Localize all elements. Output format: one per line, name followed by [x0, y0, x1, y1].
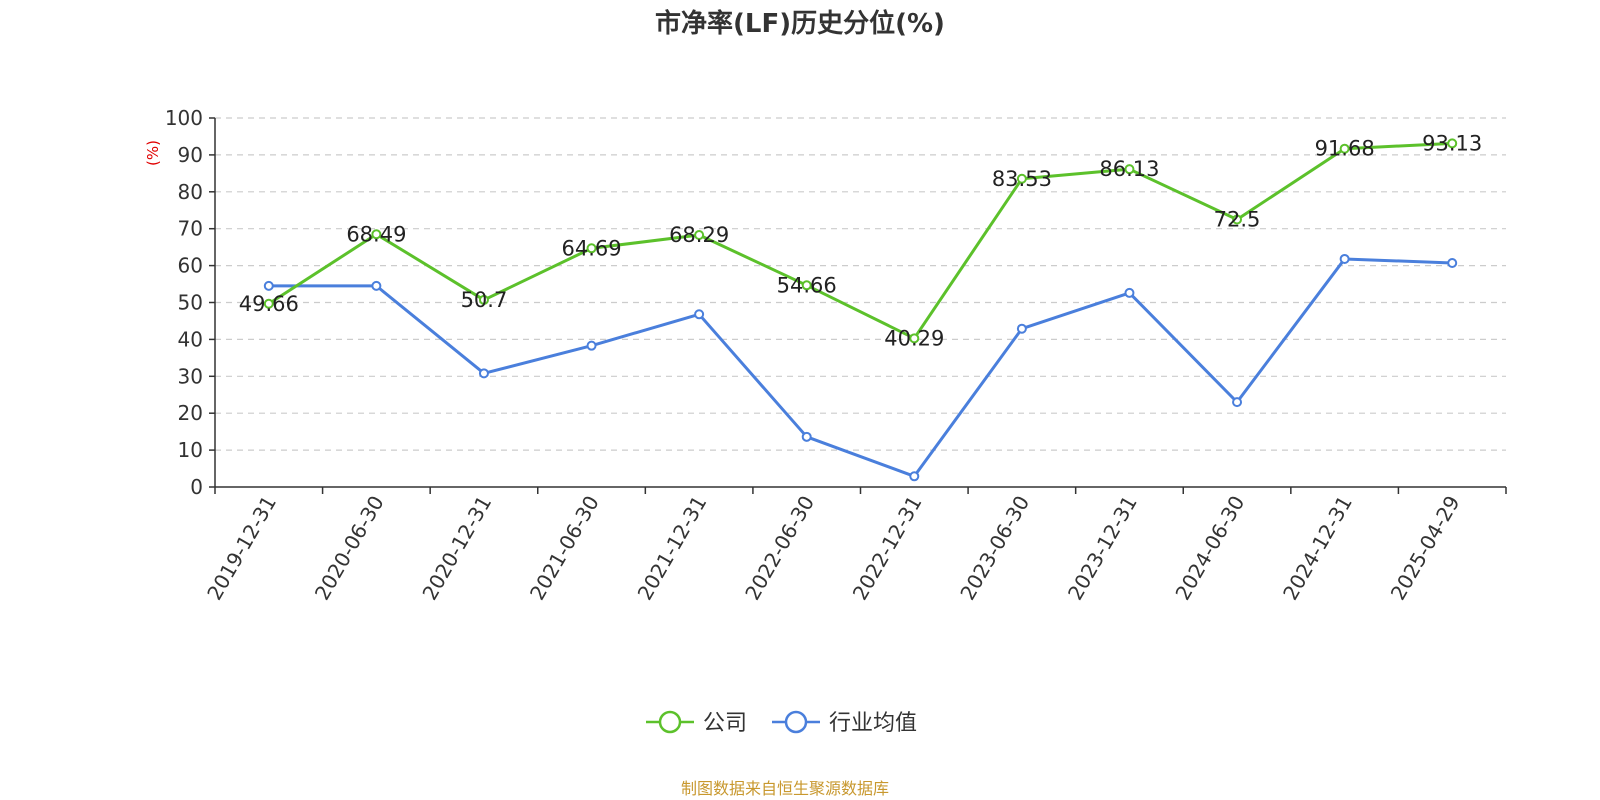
data-point[interactable]: [478, 294, 489, 305]
y-tick-label-10: 10: [178, 438, 203, 462]
data-point[interactable]: [371, 280, 382, 291]
data-point[interactable]: [909, 333, 920, 344]
legend-marker: [658, 710, 682, 734]
y-tick-label-80: 80: [178, 180, 203, 204]
data-point[interactable]: [694, 230, 705, 241]
series-lines: [263, 138, 1458, 482]
axes: 0 10 20 30 40 50 60 70 80 90 100 2019-12-31 2020-06-…: [165, 106, 1507, 605]
series-0: [263, 138, 1458, 344]
y-tick-label-40: 40: [178, 327, 203, 351]
data-label: 54.66: [777, 273, 837, 297]
y-tick-label-0: 0: [190, 475, 203, 499]
data-point[interactable]: [1339, 253, 1350, 264]
source-note: 制图数据来自恒生聚源数据库: [681, 779, 889, 798]
data-point[interactable]: [801, 280, 812, 291]
y-tick-label-70: 70: [178, 217, 203, 241]
legend[interactable]: 公司 行业均值: [646, 710, 917, 736]
data-label: 50.7: [461, 288, 508, 312]
data-point[interactable]: [694, 309, 705, 320]
data-point[interactable]: [1232, 397, 1243, 408]
legend-label: 行业均值: [829, 711, 917, 736]
x-tick-label-2020-06-30: 2020-06-30: [310, 492, 389, 605]
series-line-1: [268, 257, 1453, 478]
data-label: 86.13: [1099, 157, 1159, 181]
y-tick-label-30: 30: [178, 364, 203, 388]
data-point[interactable]: [586, 243, 597, 254]
data-point[interactable]: [1016, 173, 1027, 184]
data-point[interactable]: [1016, 323, 1027, 334]
data-label: 91.68: [1315, 137, 1375, 161]
data-point[interactable]: [263, 298, 274, 309]
data-point[interactable]: [478, 368, 489, 379]
data-label: 68.29: [669, 223, 729, 247]
data-point[interactable]: [371, 229, 382, 240]
data-labels: 49.66 68.49 50.7 64.69 68.29 54.66 40.29 83.53 8…: [239, 131, 1483, 350]
x-tick-label-2022-12-31: 2022-12-31: [848, 492, 927, 605]
y-tick-label-100: 100: [165, 106, 203, 130]
y-tick-label-60: 60: [178, 254, 203, 278]
y-tick-label-50: 50: [178, 291, 203, 315]
data-label: 40.29: [884, 326, 944, 350]
data-label: 83.53: [992, 167, 1052, 191]
data-point[interactable]: [1124, 287, 1135, 298]
data-label: 93.13: [1422, 131, 1482, 155]
data-point[interactable]: [1447, 138, 1458, 149]
series-line-0: [267, 141, 1453, 340]
grid-lines: [215, 117, 1506, 451]
x-tick-label-2019-12-31: 2019-12-31: [202, 492, 281, 605]
data-point[interactable]: [1339, 143, 1350, 154]
legend-marker: [784, 710, 808, 734]
x-tick-label-2023-06-30: 2023-06-30: [955, 492, 1034, 605]
x-tick-label-2024-12-31: 2024-12-31: [1278, 492, 1357, 605]
series-1: [263, 253, 1458, 482]
data-point[interactable]: [263, 280, 274, 291]
data-label: 49.66: [239, 292, 299, 316]
x-tick-label-2022-06-30: 2022-06-30: [740, 492, 819, 605]
x-tick-label-2021-12-31: 2021-12-31: [633, 492, 712, 605]
legend-label: 公司: [703, 711, 747, 736]
x-tick-label-2023-12-31: 2023-12-31: [1063, 492, 1142, 605]
y-axis-unit-label: (%): [144, 140, 162, 166]
x-tick-label-2020-12-31: 2020-12-31: [417, 492, 496, 605]
legend-item-1[interactable]: 行业均值: [772, 710, 917, 736]
y-tick-label-20: 20: [178, 401, 203, 425]
data-point[interactable]: [586, 340, 597, 351]
data-label: 72.5: [1214, 207, 1261, 231]
y-tick-label-90: 90: [178, 143, 203, 167]
data-label: 64.69: [561, 236, 621, 260]
chart-title: 市净率(LF)历史分位(%): [655, 8, 945, 39]
data-label: 68.49: [346, 222, 406, 246]
x-tick-label-2024-06-30: 2024-06-30: [1170, 492, 1249, 605]
data-point[interactable]: [1232, 214, 1243, 225]
data-point[interactable]: [909, 471, 920, 482]
data-point[interactable]: [1124, 164, 1135, 175]
data-point[interactable]: [1447, 258, 1458, 269]
legend-item-0[interactable]: 公司: [646, 710, 747, 736]
x-tick-label-2025-04-29: 2025-04-29: [1386, 492, 1465, 605]
x-tick-label-2021-06-30: 2021-06-30: [525, 492, 604, 605]
data-point[interactable]: [801, 431, 812, 442]
